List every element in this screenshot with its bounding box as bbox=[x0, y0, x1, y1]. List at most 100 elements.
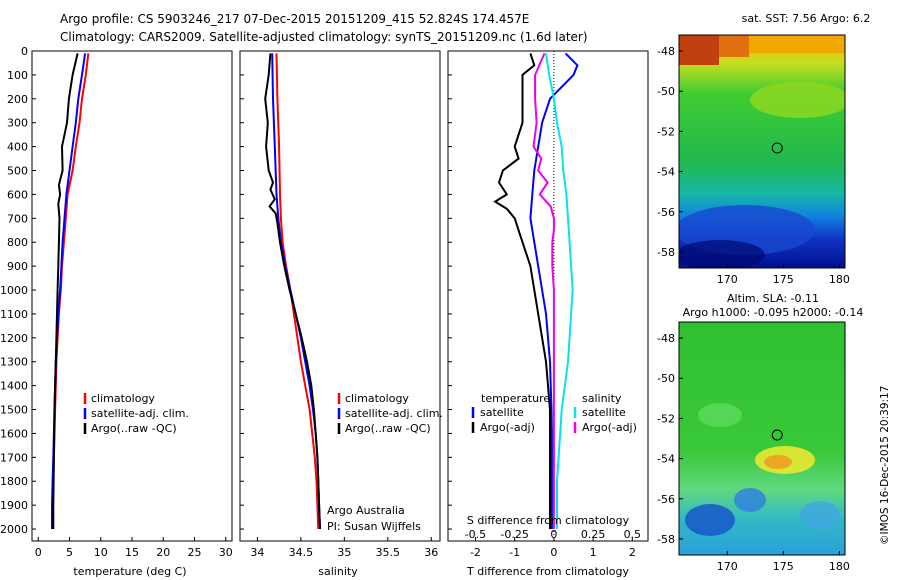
s-tick-label: 0 bbox=[550, 528, 557, 541]
series-line-climatology bbox=[275, 53, 320, 530]
series-line-s-argo-adj- bbox=[532, 52, 555, 529]
x-tick-label: 0 bbox=[35, 546, 42, 559]
x-tick-label: 34 bbox=[250, 546, 264, 559]
map-x-tick-label: 175 bbox=[773, 560, 794, 573]
legend-label-climatology: climatology bbox=[345, 392, 409, 405]
legend-title-salinity: salinity bbox=[582, 392, 622, 405]
legend-title-temperature: temperature bbox=[481, 392, 550, 405]
map-y-tick-label: -58 bbox=[657, 533, 675, 546]
x-tick-label: -1 bbox=[509, 546, 520, 559]
legend-label-satellite: satellite-adj. clim. bbox=[91, 407, 189, 420]
y-tick-label: 1400 bbox=[0, 380, 28, 393]
institution-annotation: Argo Australia bbox=[327, 504, 405, 517]
map-y-tick-label: -50 bbox=[657, 85, 675, 98]
series-line-argo-raw-qc- bbox=[52, 53, 79, 529]
y-tick-label: 1600 bbox=[0, 427, 28, 440]
series-line-argo-raw-qc- bbox=[264, 53, 321, 530]
x-tick-label: -2 bbox=[470, 546, 481, 559]
map-y-tick-label: -52 bbox=[657, 125, 675, 138]
series-line-s-satellite bbox=[545, 53, 574, 529]
sla-patch bbox=[698, 403, 742, 427]
salinity-plot bbox=[264, 53, 321, 530]
sla-map-title-line1: Altim. SLA: -0.11 bbox=[727, 292, 819, 305]
x-tick-label: 34.5 bbox=[289, 546, 314, 559]
y-tick-label: 100 bbox=[7, 69, 28, 82]
figure-title-line1: Argo profile: CS 5903246_217 07-Dec-2015… bbox=[60, 12, 529, 26]
map-y-tick-label: -58 bbox=[657, 246, 675, 259]
pi-annotation: PI: Susan Wijffels bbox=[327, 520, 421, 533]
copyright-note: ©IMOS 16-Dec-2015 20:39:17 bbox=[879, 386, 891, 545]
map-y-tick-label: -54 bbox=[657, 453, 675, 466]
t-difference-xlabel: T difference from climatology bbox=[466, 565, 629, 578]
s-difference-xlabel: S difference from climatology bbox=[467, 514, 630, 527]
difference-panel-frame bbox=[447, 50, 649, 542]
y-tick-label: 900 bbox=[7, 260, 28, 273]
x-tick-label: 1 bbox=[590, 546, 597, 559]
sst-map-title: sat. SST: 7.56 Argo: 6.2 bbox=[742, 12, 871, 25]
y-tick-label: 1500 bbox=[0, 404, 28, 417]
map-y-tick-label: -48 bbox=[657, 332, 675, 345]
x-tick-label: 20 bbox=[156, 546, 170, 559]
legend-label-argo: Argo(..raw -QC) bbox=[345, 422, 431, 435]
sst-map-axes: 170 175 180 -48 -50 -52 -54 -56 -58 bbox=[657, 45, 850, 286]
legend-label-s-satellite: satellite bbox=[582, 406, 626, 419]
sla-low-patch bbox=[800, 501, 840, 529]
salinity-legend: climatology satellite-adj. clim. Argo(..… bbox=[337, 392, 443, 435]
y-tick-label: 2000 bbox=[0, 523, 28, 536]
sst-warm-patch bbox=[719, 35, 749, 57]
s-tick-label: -0.25 bbox=[500, 528, 528, 541]
y-tick-label: 1100 bbox=[0, 308, 28, 321]
difference-legend: temperature salinity satellite Argo(-adj… bbox=[471, 392, 637, 434]
map-y-tick-label: -56 bbox=[657, 493, 675, 506]
legend-label-s-argo: Argo(-adj) bbox=[582, 421, 637, 434]
s-tick-label: 0.5 bbox=[624, 528, 642, 541]
map-x-tick-label: 180 bbox=[829, 273, 850, 286]
sst-map-image bbox=[679, 35, 845, 268]
legend-label-satellite: satellite-adj. clim. bbox=[345, 407, 443, 420]
map-x-tick-label: 180 bbox=[829, 560, 850, 573]
sst-map-frame bbox=[678, 34, 846, 269]
x-tick-label: 0 bbox=[550, 546, 557, 559]
map-y-tick-label: -50 bbox=[657, 372, 675, 385]
x-tick-label: 30 bbox=[219, 546, 233, 559]
sla-low-patch bbox=[685, 504, 735, 536]
y-tick-label: 400 bbox=[7, 141, 28, 154]
temperature-xlabel: temperature (deg C) bbox=[73, 565, 186, 578]
map-x-tick-label: 170 bbox=[717, 560, 738, 573]
difference-plot bbox=[493, 51, 579, 541]
s-tick-label: -0.5 bbox=[465, 528, 486, 541]
x-tick-label: 15 bbox=[125, 546, 139, 559]
y-tick-label: 1200 bbox=[0, 332, 28, 345]
sla-map-axes: 170 175 180 -48 -50 -52 -54 -56 -58 bbox=[657, 332, 850, 573]
sst-warm-patch bbox=[749, 35, 845, 53]
series-line-t-argo-adj- bbox=[493, 53, 551, 529]
legend-label-t-argo: Argo(-adj) bbox=[480, 421, 535, 434]
legend-label-t-satellite: satellite bbox=[480, 406, 524, 419]
map-y-tick-label: -56 bbox=[657, 206, 675, 219]
x-tick-label: 35 bbox=[337, 546, 351, 559]
x-tick-label: 5 bbox=[66, 546, 73, 559]
y-tick-label: 700 bbox=[7, 212, 28, 225]
sla-map-image bbox=[679, 322, 845, 555]
y-tick-label: 1900 bbox=[0, 499, 28, 512]
legend-label-climatology: climatology bbox=[91, 392, 155, 405]
x-tick-label: 10 bbox=[94, 546, 108, 559]
sla-map-title-line2: Argo h1000: -0.095 h2000: -0.14 bbox=[683, 306, 864, 319]
sst-warm-patch bbox=[679, 35, 719, 65]
x-tick-label: 25 bbox=[188, 546, 202, 559]
temperature-panel-frame bbox=[31, 50, 233, 542]
temperature-legend: climatology satellite-adj. clim. Argo(..… bbox=[83, 392, 189, 435]
y-tick-label: 0 bbox=[21, 45, 28, 58]
sla-low-patch bbox=[734, 488, 766, 512]
x-tick-label: 35.5 bbox=[376, 546, 401, 559]
map-y-tick-label: -52 bbox=[657, 412, 675, 425]
y-tick-label: 600 bbox=[7, 188, 28, 201]
temperature-plot bbox=[51, 53, 90, 529]
salinity-panel-frame bbox=[239, 50, 441, 542]
salinity-xlabel: salinity bbox=[318, 565, 358, 578]
y-tick-label: 1800 bbox=[0, 475, 28, 488]
series-line-satellite-adj-clim- bbox=[271, 53, 321, 530]
map-x-tick-label: 170 bbox=[717, 273, 738, 286]
